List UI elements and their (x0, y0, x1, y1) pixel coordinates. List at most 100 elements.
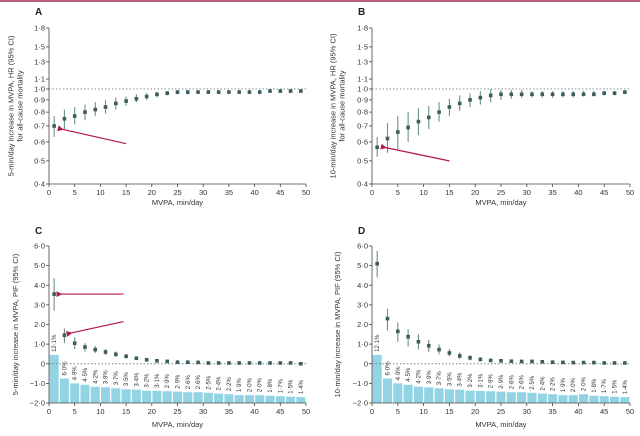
bar-label: 1·5% (289, 379, 295, 394)
y-tick-label: 1·0 (357, 85, 368, 94)
data-point (257, 361, 262, 365)
data-point (530, 359, 534, 364)
bar-label: 12·1% (375, 334, 381, 352)
x-tick-label: 10 (419, 407, 427, 416)
data-point (103, 350, 108, 354)
y-tick-label: 4·0 (34, 281, 45, 290)
data-point (83, 345, 87, 349)
bar-label: 2·0% (582, 376, 588, 391)
y-tick-label: 6·0 (357, 242, 368, 251)
bar-label: 2·4% (540, 376, 546, 391)
data-point (185, 360, 190, 364)
x-tick-label: 30 (523, 188, 531, 197)
bar-label: 12·1% (52, 334, 58, 352)
bar (424, 387, 434, 403)
data-point (426, 115, 431, 120)
panel-c: C 12·1% 6·0% 4·9% 4·5% 4·2% 3·9% 3·7% 3·5% 3·4% 3·… (11, 226, 310, 429)
bar (506, 392, 516, 403)
y-axis-title: 10-min/day increase in MVPA, HR (95% CI) (329, 33, 338, 178)
annotation-arrow (57, 125, 127, 145)
panel-a: A 0·4 0·5 0·6 0·7 0·8 0·91·01·1 1·3 1·5 1·8 0 5 10 15… (7, 7, 311, 207)
bar (49, 354, 59, 403)
x-tick-label: 25 (497, 188, 505, 197)
y-tick-label: 5·0 (357, 261, 368, 270)
x-tick-label: 40 (574, 188, 582, 197)
y-tick-label: 0·7 (34, 122, 45, 131)
bar-label: 2·5% (530, 375, 536, 390)
bar-label: 1·7% (278, 378, 284, 393)
bar (568, 395, 578, 403)
bar (403, 384, 413, 403)
data-point (175, 90, 180, 94)
bar (183, 392, 193, 403)
data-point (144, 358, 149, 362)
y-tick-label: 0·8 (357, 108, 368, 117)
data-point (602, 361, 606, 365)
y-tick-label: 0·8 (34, 108, 45, 117)
data-point (268, 89, 272, 93)
data-point (550, 92, 555, 97)
bar (486, 391, 496, 403)
y-tick-label: 3·0 (357, 300, 368, 309)
x-axis-title: MVPA, min/day (152, 420, 203, 429)
y-tick-label: 1·8 (357, 24, 368, 33)
y-tick-label: −2·0 (30, 399, 45, 408)
bar (80, 384, 90, 403)
bar (131, 389, 141, 403)
data-point (581, 360, 586, 365)
annotation-arrow (380, 143, 450, 162)
bar-label: 2·9% (176, 374, 182, 389)
data-point (134, 96, 139, 101)
bar (234, 395, 244, 403)
y-tick-label: 0·6 (357, 138, 368, 147)
data-point (93, 107, 98, 112)
x-tick-label: 0 (47, 188, 51, 197)
bar (455, 389, 465, 403)
bar (214, 393, 224, 403)
data-point (478, 357, 483, 362)
data-point (396, 329, 400, 334)
x-tick-label: 5 (396, 407, 400, 416)
bar-label: 2·5% (206, 375, 212, 390)
y-axis-title: for all-cause mortality (338, 70, 347, 142)
data-point (52, 292, 56, 296)
panel-b: B 0·4 0·5 0·6 0·7 0·8 0·91·01·1 1·3 1·5 1·8 0 5 10 15… (329, 7, 635, 207)
bar-label: 4·9% (396, 366, 402, 381)
x-tick-label: 45 (276, 188, 284, 197)
x-tick-label: 45 (600, 407, 608, 416)
data-point (447, 351, 452, 355)
bar (193, 392, 203, 403)
y-tick-label: 2·0 (357, 320, 368, 329)
bar-label: 3·2% (145, 373, 151, 388)
bar (413, 386, 423, 403)
bar-label: 3·4% (458, 372, 464, 387)
data-point (457, 101, 462, 106)
data-point (437, 347, 441, 352)
bar (465, 390, 475, 403)
y-tick-label: −2·0 (353, 399, 368, 408)
y-tick-label: 0·9 (34, 95, 45, 104)
bar-label: 4·5% (406, 367, 412, 382)
y-tick-label: 6·0 (34, 242, 45, 251)
bar (589, 395, 599, 403)
y-tick-label: 3·0 (34, 300, 45, 309)
data-point (124, 99, 128, 103)
y-axis-title: for all-cause mortality (16, 70, 25, 142)
data-point (114, 352, 118, 357)
bar (203, 392, 213, 403)
data-point (426, 343, 431, 348)
x-tick-label: 15 (122, 407, 130, 416)
data-point (288, 89, 293, 93)
data-point (206, 361, 211, 365)
bar-label: 4·9% (73, 366, 79, 381)
data-point (623, 90, 627, 94)
x-tick-label: 0 (370, 188, 374, 197)
data-point (592, 92, 596, 97)
x-tick-label: 25 (173, 188, 181, 197)
y-tick-label: 4·0 (357, 281, 368, 290)
bar (255, 395, 265, 403)
data-point (165, 359, 170, 364)
data-point (124, 354, 128, 359)
data-point (237, 90, 241, 94)
bar-label: 3·1% (155, 373, 161, 388)
